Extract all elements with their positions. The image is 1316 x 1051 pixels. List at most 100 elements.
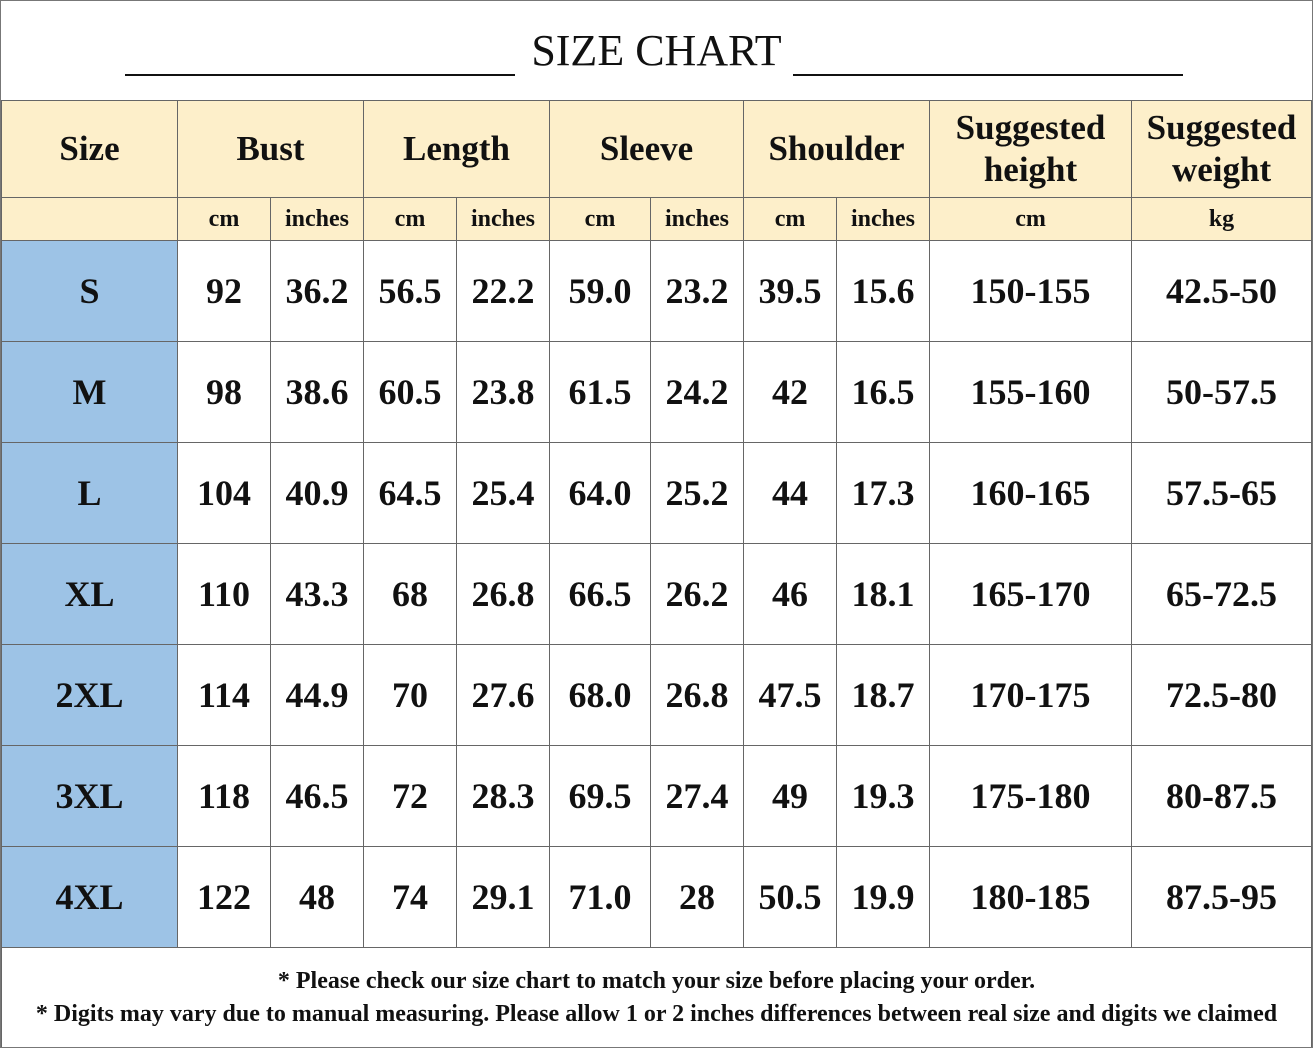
value-cell: 114 bbox=[177, 644, 271, 746]
value-cell: 165-170 bbox=[929, 543, 1133, 645]
value-cell: 18.7 bbox=[836, 644, 931, 746]
unit-cell: cm bbox=[549, 197, 651, 241]
size-table: Size Bust Length Sleeve Shoulder Suggested he… bbox=[0, 100, 1313, 1047]
value-cell: 60.5 bbox=[363, 341, 457, 443]
unit-row: cm inches cm inches cm inches cm inches cm kg bbox=[1, 197, 1313, 241]
value-cell: 23.2 bbox=[649, 240, 745, 342]
value-cell: 48 bbox=[270, 846, 364, 948]
value-cell: 28 bbox=[649, 846, 745, 948]
unit-cell: cm bbox=[743, 197, 838, 241]
header-cell: Shoulder bbox=[743, 100, 931, 198]
value-cell: 65-72.5 bbox=[1131, 543, 1313, 645]
unit-cell: inches bbox=[270, 197, 364, 241]
value-cell: 38.6 bbox=[270, 341, 364, 443]
value-cell: 56.5 bbox=[363, 240, 457, 342]
unit-cell: inches bbox=[836, 197, 931, 241]
title-rule bbox=[793, 74, 1183, 76]
value-cell: 29.1 bbox=[456, 846, 550, 948]
value-cell: 50-57.5 bbox=[1131, 341, 1313, 443]
title: SIZE CHART bbox=[531, 26, 782, 75]
value-cell: 50.5 bbox=[743, 846, 838, 948]
value-cell: 68.0 bbox=[549, 644, 651, 746]
value-cell: 70 bbox=[363, 644, 457, 746]
value-cell: 26.2 bbox=[649, 543, 745, 645]
value-cell: 25.4 bbox=[456, 442, 550, 544]
value-cell: 42.5-50 bbox=[1131, 240, 1313, 342]
value-cell: 43.3 bbox=[270, 543, 364, 645]
note: * Please check our size chart to match y… bbox=[277, 967, 1036, 994]
size-cell: 2XL bbox=[1, 644, 178, 746]
value-cell: 15.6 bbox=[836, 240, 931, 342]
value-cell: 175-180 bbox=[929, 745, 1133, 847]
data-row: M 98 38.6 60.5 23.8 61.5 24.2 42 16.5 155-160 50-5… bbox=[1, 341, 1313, 443]
value-cell: 23.8 bbox=[456, 341, 550, 443]
value-cell: 74 bbox=[363, 846, 457, 948]
value-cell: 80-87.5 bbox=[1131, 745, 1313, 847]
data-row: 2XL 114 44.9 70 27.6 68.0 26.8 47.5 18.7 170-175 7… bbox=[1, 644, 1313, 746]
size-cell: 4XL bbox=[1, 846, 178, 948]
value-cell: 64.5 bbox=[363, 442, 457, 544]
header-cell: Length bbox=[363, 100, 550, 198]
value-cell: 155-160 bbox=[929, 341, 1133, 443]
value-cell: 72.5-80 bbox=[1131, 644, 1313, 746]
value-cell: 16.5 bbox=[836, 341, 931, 443]
value-cell: 92 bbox=[177, 240, 271, 342]
value-cell: 26.8 bbox=[456, 543, 550, 645]
value-cell: 104 bbox=[177, 442, 271, 544]
value-cell: 46 bbox=[743, 543, 838, 645]
value-cell: 98 bbox=[177, 341, 271, 443]
header-cell: Size bbox=[1, 100, 178, 198]
unit-cell bbox=[1, 197, 178, 241]
value-cell: 66.5 bbox=[549, 543, 651, 645]
note: * Digits may vary due to manual measurin… bbox=[35, 1000, 1278, 1027]
value-cell: 24.2 bbox=[649, 341, 745, 443]
value-cell: 170-175 bbox=[929, 644, 1133, 746]
title-rule bbox=[125, 74, 515, 76]
value-cell: 22.2 bbox=[456, 240, 550, 342]
value-cell: 69.5 bbox=[549, 745, 651, 847]
unit-cell: inches bbox=[456, 197, 550, 241]
header-cell: Suggested weight bbox=[1131, 100, 1313, 198]
value-cell: 44.9 bbox=[270, 644, 364, 746]
size-cell: L bbox=[1, 442, 178, 544]
data-row: XL 110 43.3 68 26.8 66.5 26.2 46 18.1 165-170 65-7… bbox=[1, 543, 1313, 645]
value-cell: 64.0 bbox=[549, 442, 651, 544]
value-cell: 42 bbox=[743, 341, 838, 443]
value-cell: 110 bbox=[177, 543, 271, 645]
value-cell: 25.2 bbox=[649, 442, 745, 544]
unit-cell: inches bbox=[649, 197, 745, 241]
unit-cell: cm bbox=[929, 197, 1133, 241]
title-bar: SIZE CHART bbox=[1, 1, 1312, 100]
data-row: 3XL 118 46.5 72 28.3 69.5 27.4 49 19.3 175-180 80-… bbox=[1, 745, 1313, 847]
data-row: 4XL 122 48 74 29.1 71.0 28 50.5 19.9 180-185 87.5-… bbox=[1, 846, 1313, 948]
value-cell: 19.9 bbox=[836, 846, 931, 948]
size-cell: 3XL bbox=[1, 745, 178, 847]
value-cell: 72 bbox=[363, 745, 457, 847]
value-cell: 59.0 bbox=[549, 240, 651, 342]
value-cell: 40.9 bbox=[270, 442, 364, 544]
value-cell: 44 bbox=[743, 442, 838, 544]
value-cell: 36.2 bbox=[270, 240, 364, 342]
size-cell: XL bbox=[1, 543, 178, 645]
header-row: Size Bust Length Sleeve Shoulder Suggested he… bbox=[1, 100, 1313, 198]
value-cell: 68 bbox=[363, 543, 457, 645]
value-cell: 47.5 bbox=[743, 644, 838, 746]
notes-cell: * Please check our size chart to match y… bbox=[0, 947, 1313, 1047]
value-cell: 27.6 bbox=[456, 644, 550, 746]
value-cell: 118 bbox=[177, 745, 271, 847]
value-cell: 27.4 bbox=[649, 745, 745, 847]
value-cell: 46.5 bbox=[270, 745, 364, 847]
unit-cell: kg bbox=[1131, 197, 1313, 241]
value-cell: 19.3 bbox=[836, 745, 931, 847]
value-cell: 17.3 bbox=[836, 442, 931, 544]
value-cell: 122 bbox=[177, 846, 271, 948]
value-cell: 61.5 bbox=[549, 341, 651, 443]
value-cell: 26.8 bbox=[649, 644, 745, 746]
notes-row: * Please check our size chart to match y… bbox=[0, 947, 1313, 1047]
value-cell: 28.3 bbox=[456, 745, 550, 847]
value-cell: 160-165 bbox=[929, 442, 1133, 544]
size-cell: S bbox=[1, 240, 178, 342]
value-cell: 71.0 bbox=[549, 846, 651, 948]
size-cell: M bbox=[1, 341, 178, 443]
